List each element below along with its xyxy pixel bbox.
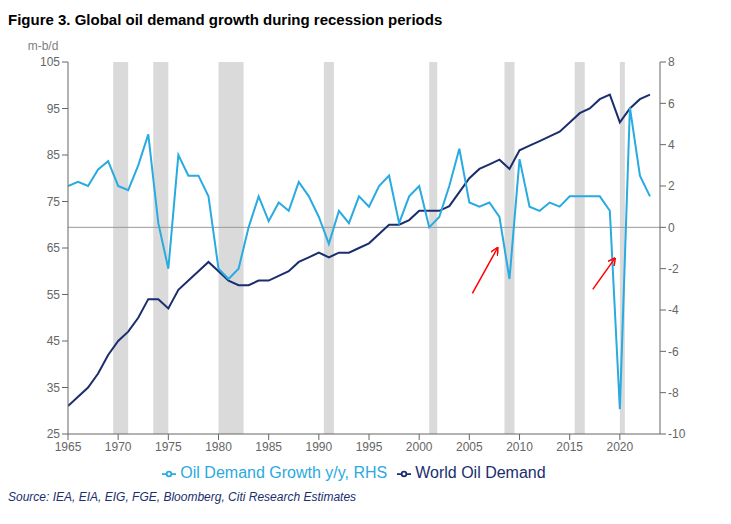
svg-text:-8: -8 <box>668 386 679 400</box>
svg-text:75: 75 <box>47 195 61 209</box>
svg-text:-6: -6 <box>668 345 679 359</box>
svg-text:45: 45 <box>47 334 61 348</box>
svg-text:2000: 2000 <box>406 440 433 454</box>
html-text:Figure 3. Global oil demand gr: Figure 3. Global oil demand growth durin… <box>8 11 443 28</box>
svg-text:1965: 1965 <box>55 440 82 454</box>
svg-text:-4: -4 <box>668 303 679 317</box>
svg-text:2020: 2020 <box>607 440 634 454</box>
svg-text:2: 2 <box>668 179 675 193</box>
svg-text:m-b/d: m-b/d <box>28 39 59 53</box>
svg-text:105: 105 <box>40 55 60 69</box>
svg-text:1980: 1980 <box>205 440 232 454</box>
svg-text:-10: -10 <box>668 427 686 441</box>
svg-text:2015: 2015 <box>556 440 583 454</box>
svg-text:85: 85 <box>47 148 61 162</box>
svg-text:55: 55 <box>47 288 61 302</box>
svg-text:1995: 1995 <box>356 440 383 454</box>
svg-text:8: 8 <box>668 55 675 69</box>
svg-text:1975: 1975 <box>155 440 182 454</box>
svg-text:1985: 1985 <box>255 440 282 454</box>
svg-text:25: 25 <box>47 427 61 441</box>
svg-text:1970: 1970 <box>105 440 132 454</box>
html-text:Source: IEA, EIA, EIG, FGE, Bl: Source: IEA, EIA, EIG, FGE, Bloomberg, C… <box>8 490 357 504</box>
svg-text:35: 35 <box>47 381 61 395</box>
svg-text:-2: -2 <box>668 262 679 276</box>
svg-text:0: 0 <box>668 221 675 235</box>
html-text:Oil Demand Growth y/y, RHS: Oil Demand Growth y/y, RHS <box>180 464 388 481</box>
svg-text:6: 6 <box>668 97 675 111</box>
svg-text:95: 95 <box>47 102 61 116</box>
svg-text:2010: 2010 <box>506 440 533 454</box>
svg-text:4: 4 <box>668 138 675 152</box>
svg-text:2005: 2005 <box>456 440 483 454</box>
svg-text:65: 65 <box>47 241 61 255</box>
svg-text:1990: 1990 <box>305 440 332 454</box>
html-text:World Oil Demand: World Oil Demand <box>415 464 546 481</box>
